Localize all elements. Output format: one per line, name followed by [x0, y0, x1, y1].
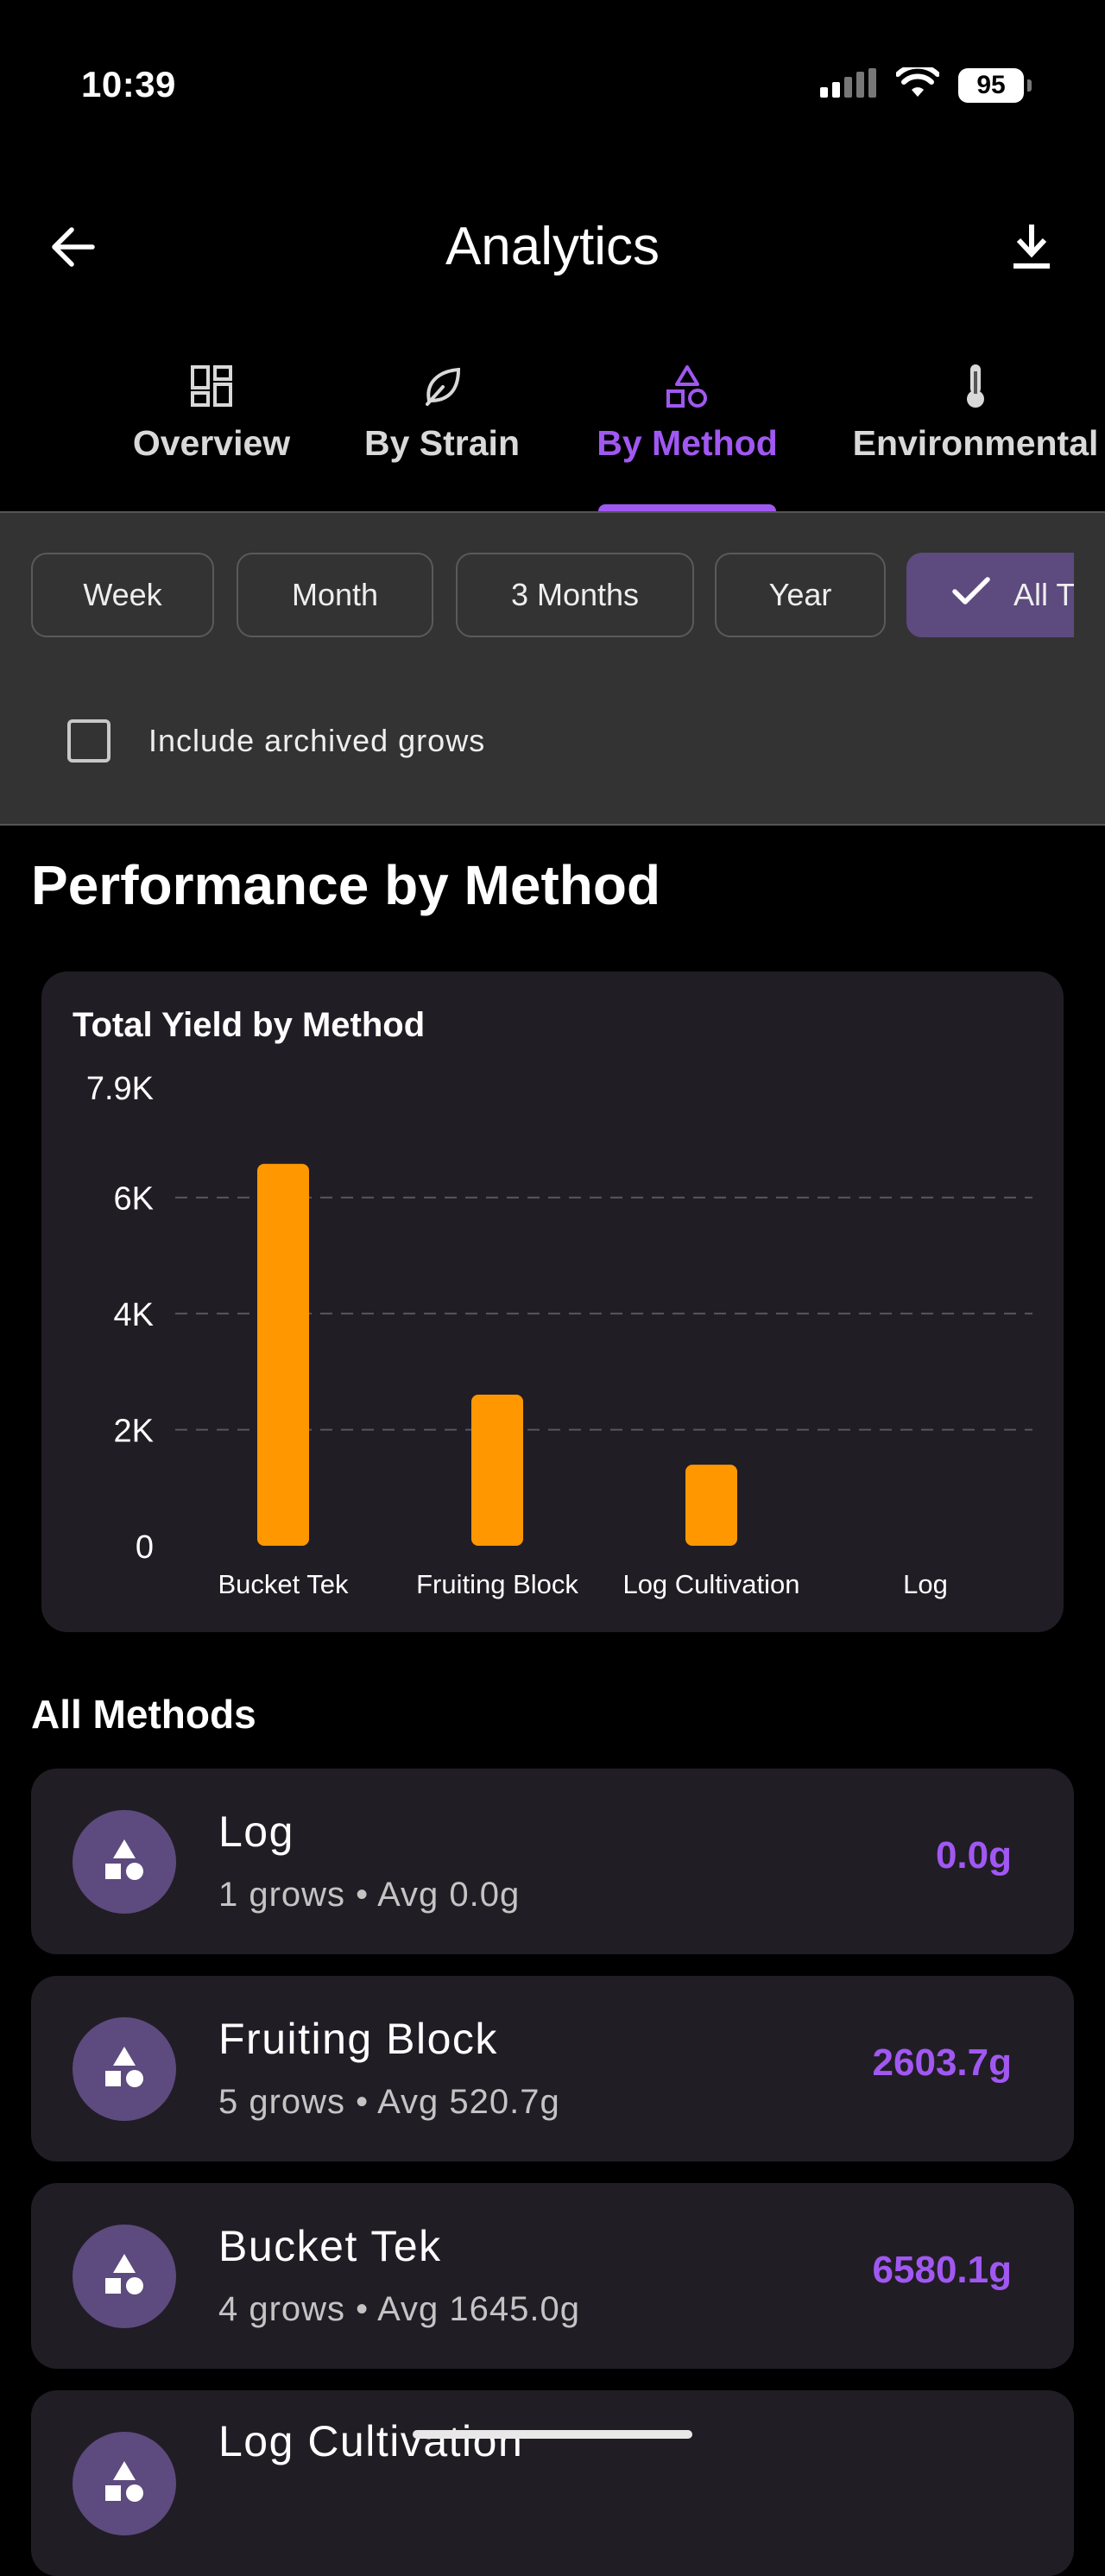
- dashboard-grid-icon: [186, 360, 237, 412]
- chip-week[interactable]: Week: [31, 553, 214, 637]
- tab-by-strain[interactable]: By Strain: [356, 339, 528, 511]
- method-name: Fruiting Block: [218, 2015, 498, 2063]
- y-max-label: 7.9K: [86, 1071, 154, 1107]
- thermometer-icon: [950, 360, 1001, 412]
- method-stats: 1 grows • Avg 0.0g: [218, 1876, 521, 1914]
- bar-fruiting-block: [471, 1394, 523, 1546]
- x-tick-label: Fruiting Block: [416, 1569, 578, 1599]
- check-icon: [951, 576, 991, 615]
- chip-year[interactable]: Year: [715, 553, 886, 637]
- y-tick-label: 0: [136, 1529, 154, 1566]
- signal-icon: [820, 68, 877, 102]
- method-stats: 5 grows • Avg 520.7g: [218, 2083, 560, 2121]
- include-archived-label: Include archived grows: [148, 723, 486, 758]
- list-title: All Methods: [31, 1692, 256, 1737]
- tab-label: Overview: [132, 423, 291, 463]
- chip-label: Year: [768, 577, 832, 612]
- method-yield: 6580.1g: [872, 2249, 1012, 2291]
- tab-label: By Strain: [364, 423, 520, 463]
- period-chips: Week Month 3 Months Year All Time: [31, 553, 1074, 639]
- tab-label: By Method: [597, 423, 778, 463]
- home-indicator: [413, 2430, 692, 2439]
- chip-label: Week: [83, 577, 162, 612]
- method-name: Bucket Tek: [218, 2222, 442, 2270]
- method-avatar: [73, 2017, 176, 2121]
- page-title: Analytics: [445, 217, 660, 276]
- bar-log-cultivation: [685, 1465, 737, 1546]
- status-icons: 95: [820, 63, 1032, 103]
- method-card-log[interactable]: Log 1 grows • Avg 0.0g 0.0g: [31, 1769, 1074, 1954]
- bar-bucket-tek: [257, 1163, 309, 1546]
- y-tick-label: 2K: [114, 1414, 154, 1450]
- wifi-icon: [895, 63, 940, 103]
- tab-environmental[interactable]: Environmental: [850, 339, 1101, 511]
- tab-label: Environmental: [852, 423, 1099, 463]
- tab-by-method[interactable]: By Method: [588, 339, 786, 511]
- section-title: Performance by Method: [31, 854, 661, 916]
- method-name: Log: [218, 1807, 294, 1856]
- shapes-icon: [100, 1836, 148, 1889]
- chip-label: All Time: [1013, 577, 1074, 612]
- back-button[interactable]: [35, 214, 112, 283]
- chip-all-time[interactable]: All Time: [906, 553, 1074, 637]
- y-tick-label: 4K: [114, 1297, 154, 1333]
- chart-title: Total Yield by Method: [73, 1006, 426, 1044]
- method-yield: 2603.7g: [872, 2041, 1012, 2084]
- status-time: 10:39: [81, 64, 176, 104]
- filter-panel: Week Month 3 Months Year All Time Includ…: [0, 511, 1105, 826]
- leaf-icon: [416, 360, 468, 412]
- x-tick-label: Log Cultivation: [622, 1569, 799, 1599]
- method-card-log-cultivation[interactable]: Log Cultivation: [31, 2390, 1074, 2576]
- method-avatar: [73, 2432, 176, 2535]
- y-tick-label: 6K: [114, 1181, 154, 1218]
- method-yield: 0.0g: [935, 1834, 1012, 1877]
- shapes-icon: [100, 2043, 148, 2096]
- x-tick-label: Log: [903, 1569, 948, 1599]
- chart-card: Total Yield by Method 0 2K 4K 6K 7.9K Bucket …: [41, 972, 1064, 1632]
- method-name: Log Cultivation: [218, 2417, 524, 2465]
- tab-overview[interactable]: Overview: [121, 339, 302, 511]
- bar-chart: 0 2K 4K 6K 7.9K Bucket Tek Fruiting Block Log C…: [86, 1071, 1032, 1599]
- active-tab-indicator: [598, 504, 776, 513]
- arrow-left-icon: [51, 226, 96, 272]
- status-bar: 10:39 95: [0, 0, 1105, 173]
- app-bar: Analytics: [0, 173, 1105, 324]
- download-button[interactable]: [993, 214, 1070, 283]
- method-avatar: [73, 2225, 176, 2328]
- method-stats: 4 grows • Avg 1645.0g: [218, 2290, 580, 2328]
- method-card-bucket-tek[interactable]: Bucket Tek 4 grows • Avg 1645.0g 6580.1g: [31, 2183, 1074, 2369]
- shapes-icon: [100, 2458, 148, 2510]
- x-tick-label: Bucket Tek: [218, 1569, 349, 1599]
- download-icon: [1012, 223, 1051, 275]
- chip-label: 3 Months: [510, 577, 640, 612]
- battery-indicator: 95: [958, 67, 1032, 103]
- shapes-icon: [100, 2250, 148, 2303]
- include-archived-checkbox[interactable]: [67, 719, 110, 763]
- chip-3-months[interactable]: 3 Months: [456, 553, 694, 637]
- method-card-fruiting-block[interactable]: Fruiting Block 5 grows • Avg 520.7g 2603…: [31, 1976, 1074, 2161]
- chip-label: Month: [291, 577, 379, 612]
- chip-month[interactable]: Month: [237, 553, 433, 637]
- tab-bar: Overview By Strain By Method Environment…: [0, 339, 1105, 513]
- method-avatar: [73, 1810, 176, 1914]
- shapes-icon: [661, 360, 713, 412]
- include-archived-toggle[interactable]: Include archived grows: [67, 715, 485, 767]
